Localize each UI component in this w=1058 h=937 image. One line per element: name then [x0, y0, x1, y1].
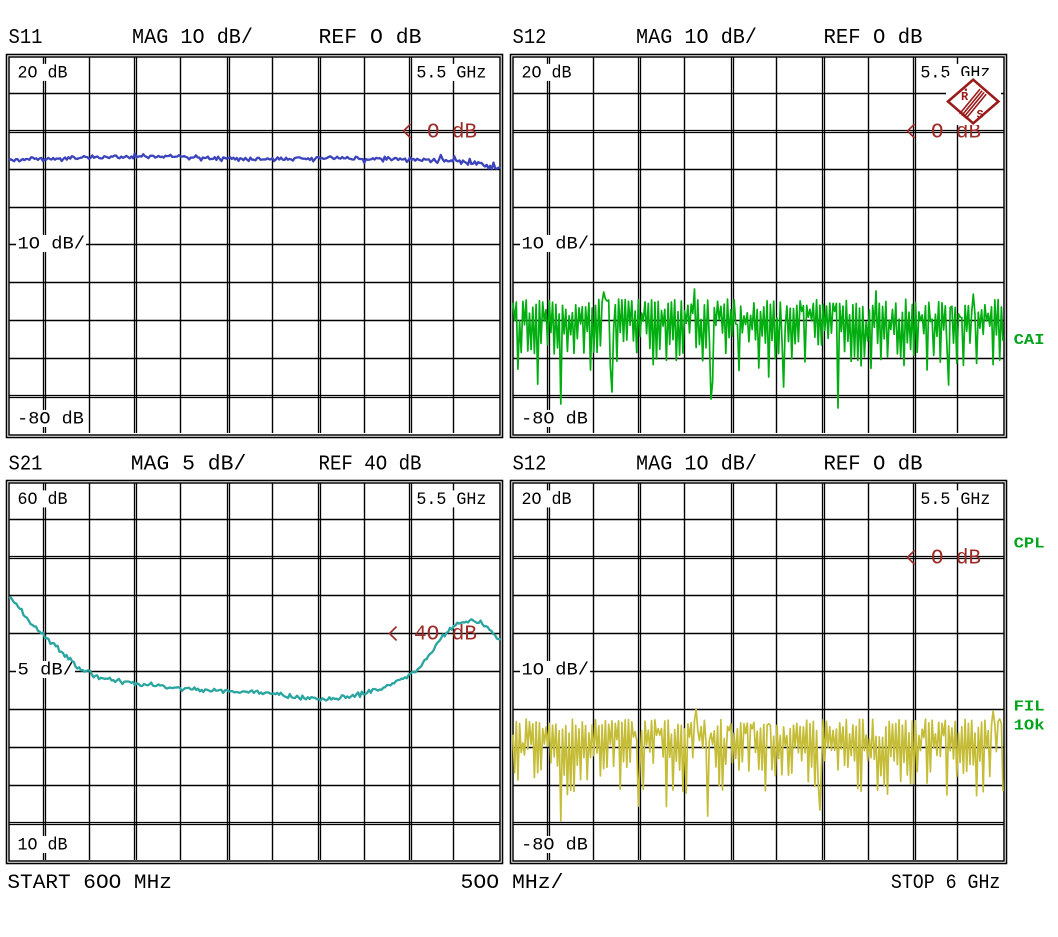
svg-text:FIL: FIL: [1014, 699, 1045, 716]
svg-text:S12: S12: [513, 454, 547, 477]
svg-text:S11: S11: [9, 27, 43, 50]
svg-text:REF 4O dB: REF 4O dB: [319, 454, 422, 477]
svg-text:-8O dB: -8O dB: [17, 411, 84, 430]
svg-text:1O dB: 1O dB: [18, 837, 68, 856]
svg-text:1O dB/: 1O dB/: [522, 236, 590, 255]
svg-text:-8O dB: -8O dB: [521, 411, 588, 430]
svg-text:5 dB/: 5 dB/: [18, 662, 75, 681]
svg-text:-8O dB: -8O dB: [521, 837, 588, 856]
svg-text:O dB: O dB: [427, 122, 477, 145]
svg-text:MAG 1O dB/: MAG 1O dB/: [636, 454, 757, 477]
svg-text:REF O dB: REF O dB: [824, 27, 923, 50]
svg-text:5.5 GHz: 5.5 GHz: [416, 491, 486, 510]
svg-text:S: S: [977, 108, 984, 122]
svg-text:2O dB: 2O dB: [522, 491, 572, 510]
svg-text:REF O dB: REF O dB: [824, 454, 923, 477]
svg-text:2O dB: 2O dB: [522, 64, 572, 83]
svg-text:STOP 6 GHz: STOP 6 GHz: [891, 872, 1001, 895]
svg-text:MAG 1O dB/: MAG 1O dB/: [636, 27, 757, 50]
svg-text:S21: S21: [9, 454, 43, 477]
svg-text:5OO MHz/: 5OO MHz/: [461, 872, 564, 895]
svg-text:O dB: O dB: [931, 122, 981, 145]
svg-text:2O dB: 2O dB: [18, 64, 68, 83]
svg-text:1Ok: 1Ok: [1014, 718, 1045, 735]
svg-text:S12: S12: [513, 27, 547, 50]
svg-text:MAG 1O dB/: MAG 1O dB/: [132, 27, 253, 50]
svg-text:R: R: [961, 90, 969, 104]
svg-text:6O dB: 6O dB: [18, 491, 68, 510]
svg-text:CPL: CPL: [1014, 536, 1045, 553]
svg-text:1O dB/: 1O dB/: [522, 662, 590, 681]
svg-text:5.5 GHz: 5.5 GHz: [920, 491, 990, 510]
svg-text:MAG 5 dB/: MAG 5 dB/: [131, 454, 247, 477]
svg-text:REF O dB: REF O dB: [319, 27, 422, 50]
svg-text:CAI: CAI: [1014, 332, 1045, 349]
svg-text:1O dB/: 1O dB/: [18, 236, 86, 255]
svg-text:START 6OO MHz: START 6OO MHz: [7, 872, 172, 895]
svg-text:5.5 GHz: 5.5 GHz: [416, 64, 486, 83]
svg-text:O dB: O dB: [931, 548, 981, 571]
